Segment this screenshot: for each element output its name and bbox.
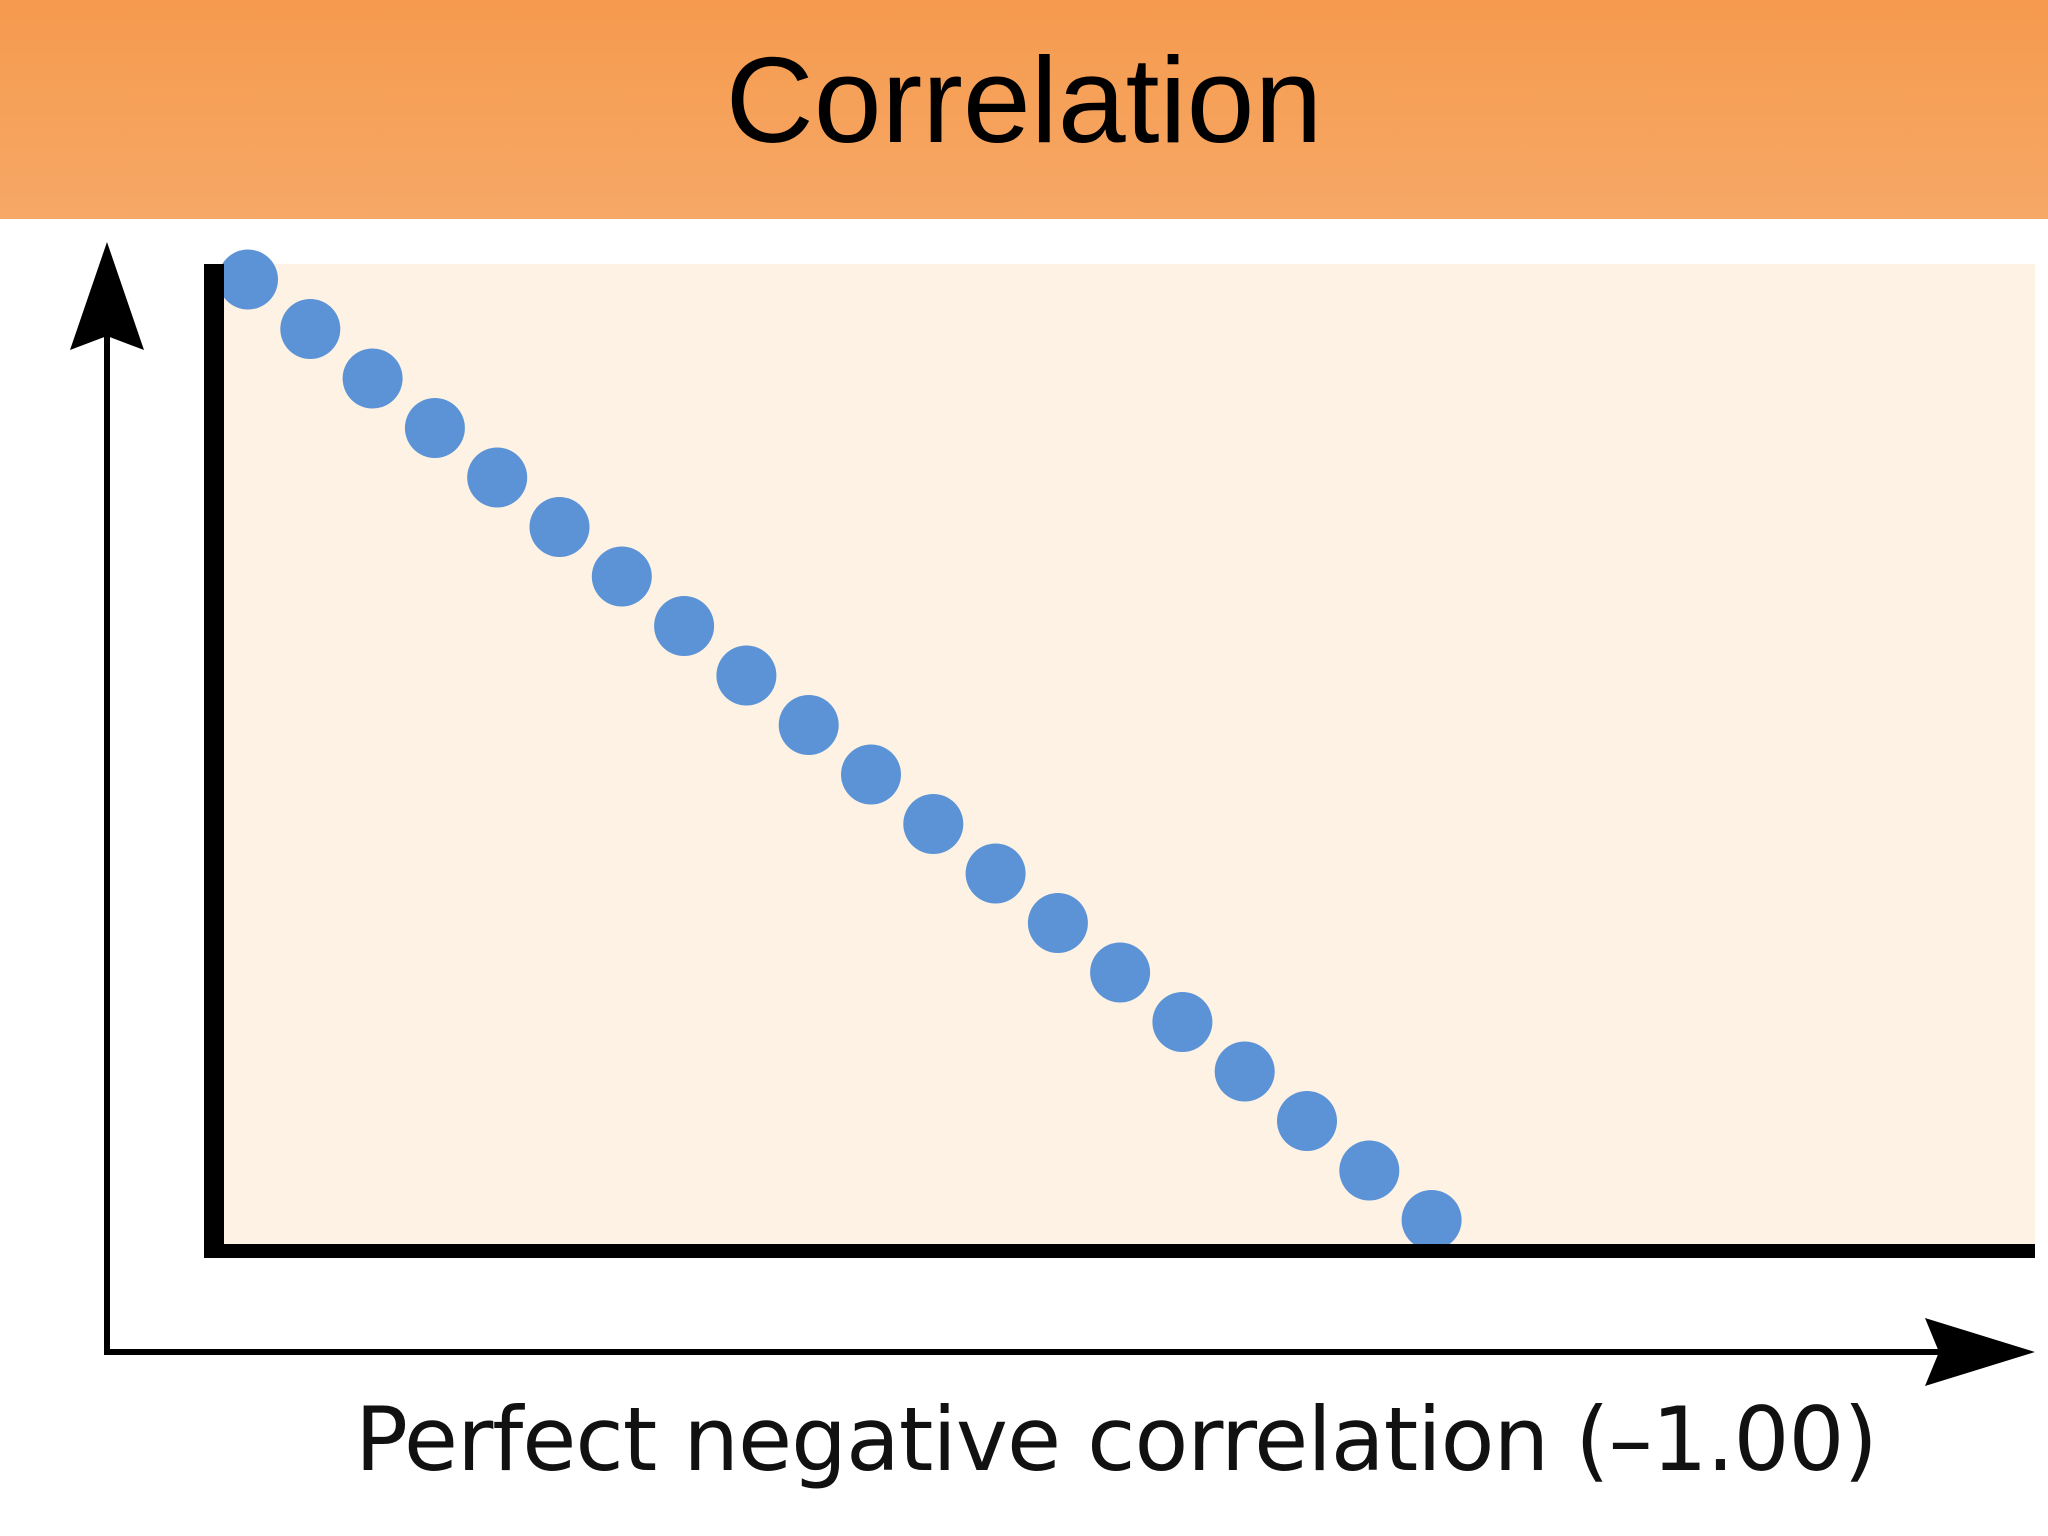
x-axis-arrowhead xyxy=(1925,1318,2035,1386)
data-points xyxy=(218,249,1462,1250)
x-axis-label: Perfect negative correlation (–1.00) xyxy=(355,1388,1878,1491)
data-point xyxy=(1090,942,1151,1003)
data-point xyxy=(467,447,528,508)
data-point xyxy=(654,596,715,656)
data-point xyxy=(591,546,652,607)
title-bar: Correlation xyxy=(0,0,2048,219)
data-point xyxy=(841,744,901,805)
data-point xyxy=(529,497,590,557)
data-point xyxy=(404,398,465,458)
data-point xyxy=(903,794,964,854)
y-axis-arrowhead xyxy=(70,242,144,350)
data-point xyxy=(716,645,777,706)
data-point xyxy=(1214,1041,1275,1102)
data-point xyxy=(1339,1140,1400,1201)
data-point xyxy=(218,249,278,310)
data-point xyxy=(965,843,1026,904)
data-point xyxy=(1152,992,1213,1052)
data-point xyxy=(1027,893,1088,953)
data-point xyxy=(1401,1190,1462,1250)
slide-title: Correlation xyxy=(725,31,1323,168)
data-point xyxy=(342,348,403,409)
data-point xyxy=(280,299,341,359)
data-point xyxy=(1277,1091,1337,1151)
data-point xyxy=(778,695,839,755)
plot-background xyxy=(213,264,2035,1244)
